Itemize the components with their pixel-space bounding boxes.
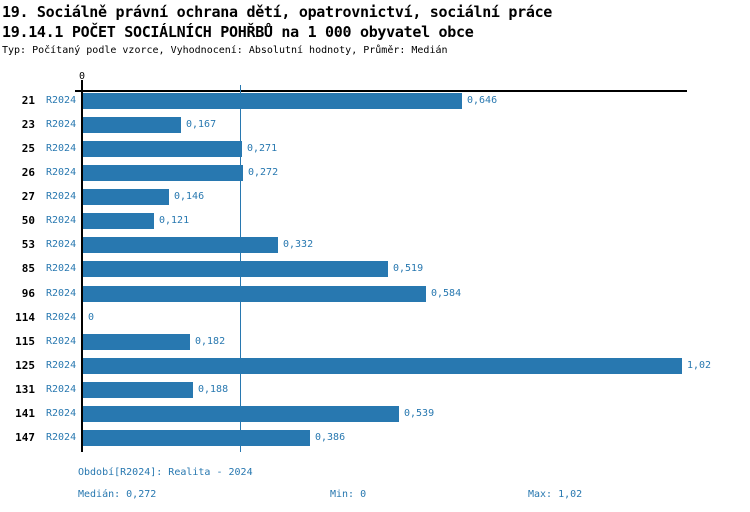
row-period-label: R2024 xyxy=(46,215,77,226)
row-period-label: R2024 xyxy=(46,263,77,274)
bar-value-label: 0 xyxy=(88,312,95,323)
row-period-label: R2024 xyxy=(46,384,77,395)
row-period-label: R2024 xyxy=(46,288,77,299)
bar-value-label: 0,386 xyxy=(315,432,346,443)
bar-value-label: 0,188 xyxy=(198,384,229,395)
row-id-label: 147 xyxy=(15,431,35,444)
row-period-label: R2024 xyxy=(46,336,77,347)
bar xyxy=(83,165,243,181)
bar-value-label: 0,539 xyxy=(404,408,435,419)
footer-median-stat: Medián: 0,272 xyxy=(78,489,157,500)
chart-title: 19.14.1 POČET SOCIÁLNÍCH POHŘBŮ na 1 000… xyxy=(2,23,474,41)
row-period-label: R2024 xyxy=(46,360,77,371)
bar-value-label: 0,271 xyxy=(247,143,278,154)
bar-value-label: 0,167 xyxy=(186,119,217,130)
row-period-label: R2024 xyxy=(46,143,77,154)
row-id-label: 23 xyxy=(21,118,35,131)
bar-value-label: 0,272 xyxy=(248,167,279,178)
y-axis-line xyxy=(81,80,83,452)
row-id-label: 27 xyxy=(21,190,35,203)
row-id-label: 50 xyxy=(21,214,35,227)
row-period-label: R2024 xyxy=(46,191,77,202)
row-id-label: 21 xyxy=(21,94,35,107)
footer-min-stat: Min: 0 xyxy=(330,489,367,500)
axis-zero-tick-label: 0 xyxy=(78,71,86,82)
top-axis-line xyxy=(75,90,687,92)
bar-value-label: 0,519 xyxy=(393,263,424,274)
row-period-label: R2024 xyxy=(46,167,77,178)
bar-value-label: 0,646 xyxy=(467,95,498,106)
bar-value-label: 0,146 xyxy=(174,191,205,202)
bar xyxy=(83,237,278,253)
bar-value-label: 0,584 xyxy=(431,288,462,299)
bar-value-label: 0,182 xyxy=(195,336,226,347)
bar-value-label: 0,332 xyxy=(283,239,314,250)
row-id-label: 26 xyxy=(21,166,35,179)
row-id-label: 53 xyxy=(21,238,35,251)
bar xyxy=(83,213,154,229)
bar xyxy=(83,286,426,302)
row-id-label: 125 xyxy=(15,359,35,372)
bar xyxy=(83,189,169,205)
bar-value-label: 0,121 xyxy=(159,215,190,226)
report-section-title: 19. Sociálně právní ochrana dětí, opatro… xyxy=(2,3,553,21)
row-id-label: 115 xyxy=(15,335,35,348)
row-period-label: R2024 xyxy=(46,432,77,443)
bar xyxy=(83,382,193,398)
bar xyxy=(83,261,388,277)
bar xyxy=(83,117,181,133)
footer-period-label: Období[R2024]: Realita - 2024 xyxy=(78,467,253,478)
bar xyxy=(83,406,399,422)
row-id-label: 114 xyxy=(15,311,35,324)
row-id-label: 141 xyxy=(15,407,35,420)
footer-max-stat: Max: 1,02 xyxy=(528,489,583,500)
row-id-label: 25 xyxy=(21,142,35,155)
row-period-label: R2024 xyxy=(46,95,77,106)
row-period-label: R2024 xyxy=(46,312,77,323)
row-period-label: R2024 xyxy=(46,408,77,419)
bar xyxy=(83,334,190,350)
bar xyxy=(83,430,310,446)
row-period-label: R2024 xyxy=(46,119,77,130)
row-id-label: 85 xyxy=(21,262,35,275)
row-period-label: R2024 xyxy=(46,239,77,250)
bar xyxy=(83,358,682,374)
bar-value-label: 1,02 xyxy=(687,360,712,371)
row-id-label: 96 xyxy=(21,287,35,300)
row-id-label: 131 xyxy=(15,383,35,396)
bar xyxy=(83,141,242,157)
bar xyxy=(83,93,462,109)
chart-subtitle: Typ: Počítaný podle vzorce, Vyhodnocení:… xyxy=(2,45,448,56)
